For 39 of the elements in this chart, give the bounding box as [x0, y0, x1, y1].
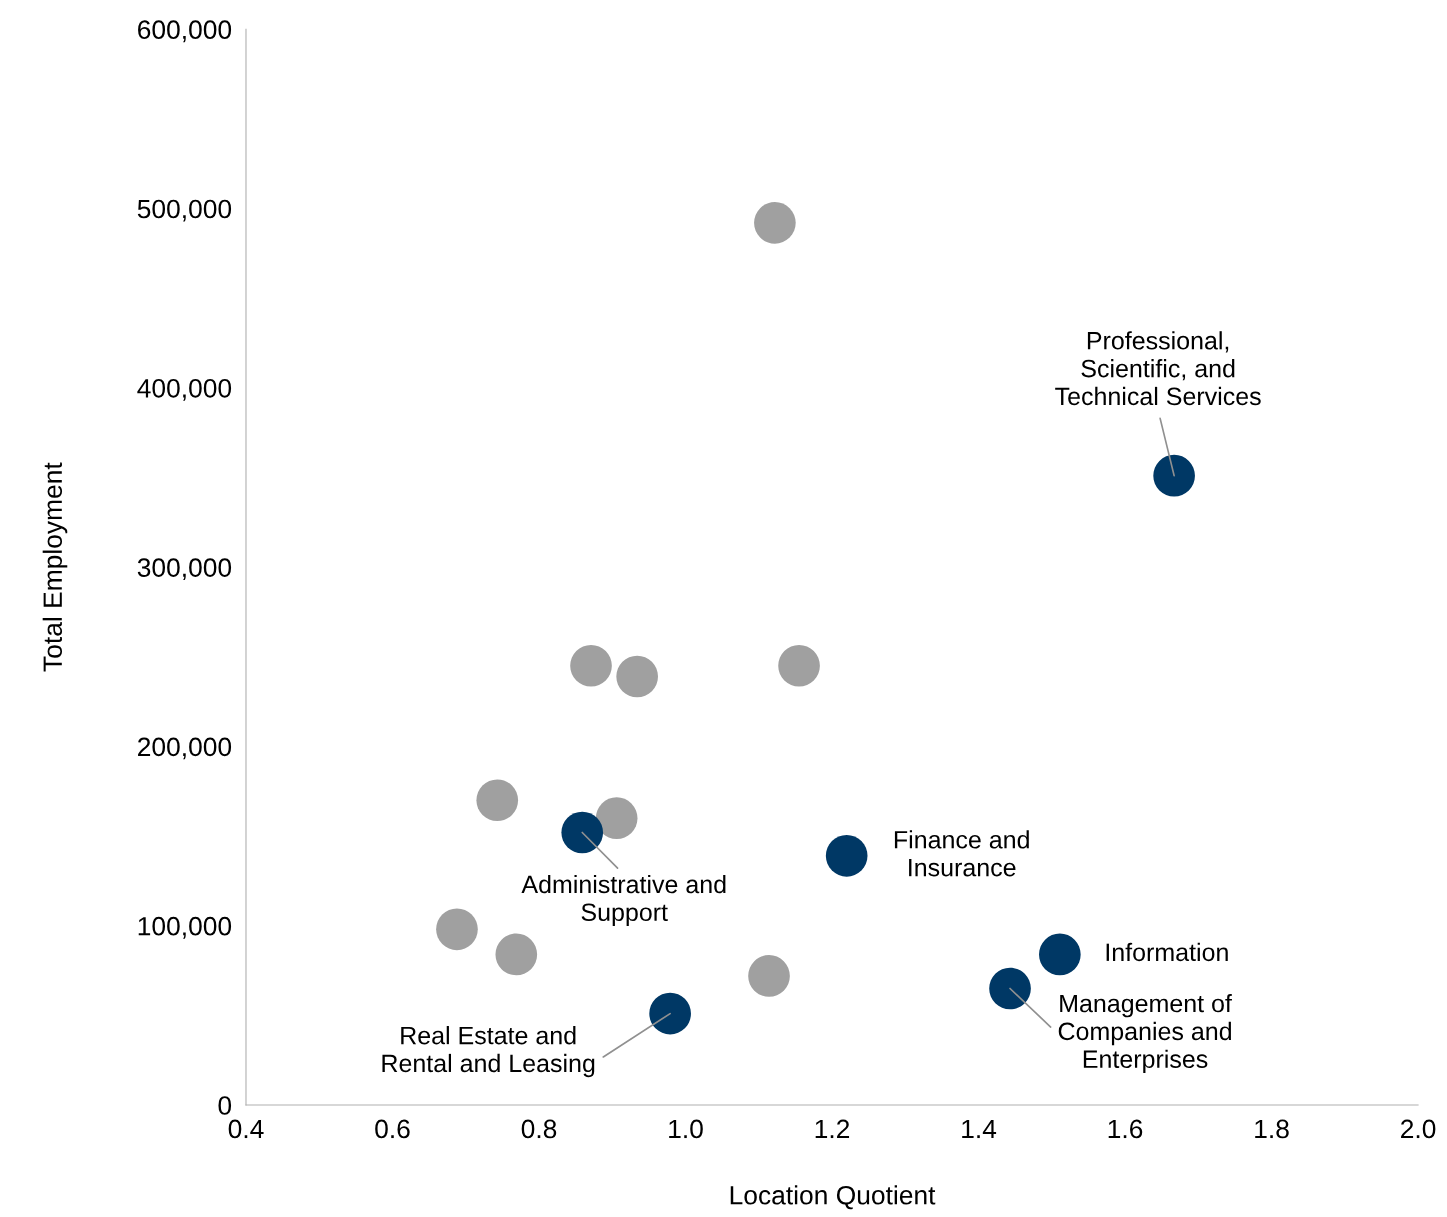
y-tick-label: 600,000: [138, 20, 232, 43]
x-tick-label: 1.2: [815, 1119, 850, 1139]
x-tick-label: 0.6: [375, 1119, 410, 1139]
point: [495, 933, 538, 976]
point: [754, 202, 796, 244]
y-tick-label: 300,000: [137, 558, 232, 581]
y-tick-label: 400,000: [137, 378, 232, 401]
point: [748, 955, 790, 997]
point: [825, 834, 868, 877]
x-tick-label: 1.0: [669, 1119, 703, 1139]
x-axis-title: Location Quotient: [730, 1185, 936, 1210]
y-axis-title: Total Employment: [42, 462, 68, 672]
annotation: Information: [1106, 942, 1228, 962]
point: [649, 992, 691, 1035]
point: [616, 655, 658, 698]
point: [436, 908, 478, 951]
annotation: Management of Companies and Enterprises: [1058, 994, 1232, 1073]
point: [778, 644, 820, 687]
x-tick-label: 0.4: [228, 1119, 264, 1139]
point: [989, 967, 1031, 1010]
point: [561, 811, 604, 854]
x-tick-label: 1.8: [1255, 1119, 1289, 1139]
y-tick-label: 100,000: [138, 916, 232, 939]
point: [1153, 454, 1195, 497]
y-tick-label: 200,000: [138, 737, 232, 760]
y-tick-label: 500,000: [137, 199, 232, 222]
x-tick-label: 2.0: [1401, 1119, 1436, 1139]
x-tick-label: 1.6: [1108, 1119, 1143, 1139]
annotation: Professional, Scientific, and Technical Services: [1055, 331, 1261, 406]
y-tick-label: 0: [218, 1096, 232, 1115]
point: [570, 644, 612, 687]
annotation: Administrative and Support: [521, 874, 726, 927]
annotation: Finance and Insurance: [894, 830, 1029, 877]
point: [1039, 933, 1081, 976]
x-tick-label: 1.4: [962, 1119, 997, 1139]
point: [595, 797, 638, 839]
x-tick-label: 0.8: [521, 1119, 557, 1139]
annotation: Real Estate and Rental and Leasing: [382, 1026, 595, 1078]
point: [476, 779, 519, 822]
